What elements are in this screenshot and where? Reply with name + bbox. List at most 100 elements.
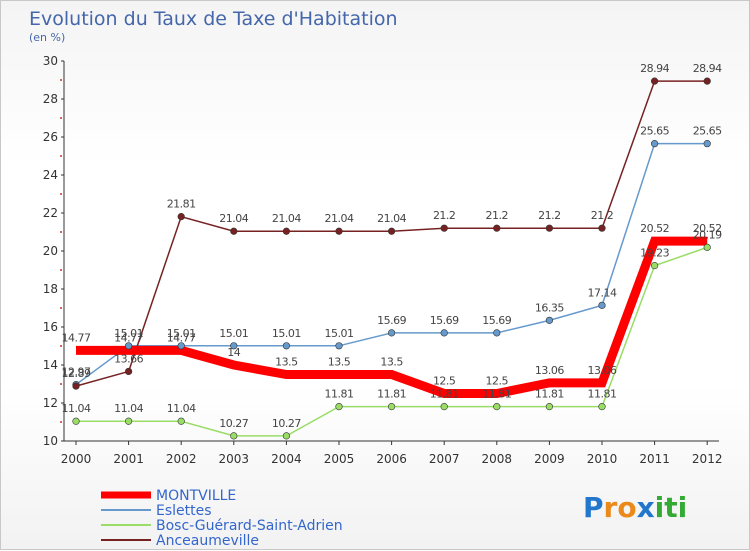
y-tick-label: 24 bbox=[43, 168, 58, 182]
data-label: 13.5 bbox=[380, 356, 403, 369]
data-point bbox=[335, 342, 343, 350]
data-label: 13.06 bbox=[588, 364, 617, 377]
legend: MONTVILLEEslettesBosc-Guérard-Saint-Adri… bbox=[101, 488, 343, 549]
x-tick-label: 2008 bbox=[482, 452, 513, 466]
data-label: 28.94 bbox=[640, 62, 669, 75]
data-label: 15.01 bbox=[272, 327, 301, 340]
data-point bbox=[388, 403, 396, 411]
y-tick-label: 10 bbox=[43, 434, 58, 448]
series-points bbox=[72, 77, 711, 440]
axes: 10 12 14 16 18 20 22 24 26 28 30 2000 2001 2002 2003 20… bbox=[43, 54, 723, 466]
logo-letter: o bbox=[617, 491, 636, 524]
data-label: 20.19 bbox=[693, 228, 722, 241]
data-point bbox=[72, 382, 80, 390]
legend-label: Eslettes bbox=[156, 503, 212, 519]
data-labels: 14.77 14.77 14.77 14 13.5 13.5 13.5 12.5 12.5 13.… bbox=[62, 62, 723, 430]
data-label: 11.81 bbox=[377, 388, 406, 401]
x-tick-label: 2003 bbox=[219, 452, 250, 466]
data-point bbox=[703, 243, 711, 251]
data-label: 15.01 bbox=[114, 327, 143, 340]
data-point bbox=[230, 342, 238, 350]
y-tick-label: 28 bbox=[43, 92, 58, 106]
data-point bbox=[545, 316, 554, 324]
data-label: 11.81 bbox=[482, 388, 511, 401]
data-point bbox=[440, 224, 448, 232]
logo-letter: r bbox=[604, 491, 618, 524]
data-point bbox=[72, 417, 80, 425]
data-point bbox=[493, 403, 501, 411]
data-label: 15.01 bbox=[325, 327, 354, 340]
chart-subtitle: (en %) bbox=[29, 31, 65, 44]
x-tick-label: 2005 bbox=[324, 452, 355, 466]
data-label: 13.66 bbox=[114, 352, 143, 365]
y-tick-label: 20 bbox=[43, 244, 58, 258]
data-point bbox=[703, 140, 711, 148]
logo-letter: t bbox=[664, 491, 677, 524]
data-label: 14.77 bbox=[167, 331, 196, 344]
data-point bbox=[335, 403, 343, 411]
data-label: 19.23 bbox=[640, 247, 669, 260]
x-tick-label: 2009 bbox=[534, 452, 565, 466]
data-label: 13.06 bbox=[535, 364, 564, 377]
data-point bbox=[230, 432, 238, 440]
data-label: 28.94 bbox=[693, 62, 722, 75]
y-tick-label: 26 bbox=[43, 130, 58, 144]
data-label: 21.04 bbox=[325, 212, 354, 225]
data-label: 20.52 bbox=[693, 222, 722, 235]
x-tick-label: 2001 bbox=[113, 452, 144, 466]
data-point bbox=[388, 329, 396, 337]
logo-letter: i bbox=[655, 491, 665, 524]
data-point bbox=[650, 262, 659, 270]
data-point bbox=[388, 227, 396, 235]
data-label: 12.89 bbox=[62, 367, 91, 380]
series-lines bbox=[75, 80, 708, 437]
y-tick-label: 18 bbox=[43, 282, 58, 296]
data-label: 11.04 bbox=[167, 402, 196, 415]
data-point bbox=[545, 224, 554, 232]
data-label: 11.04 bbox=[114, 402, 143, 415]
data-label: 12.5 bbox=[433, 375, 456, 388]
data-point bbox=[598, 224, 606, 232]
data-point bbox=[335, 227, 343, 235]
x-tick-label: 2002 bbox=[166, 452, 197, 466]
legend-label: Anceaumeville bbox=[156, 533, 259, 549]
y-tick-label: 14 bbox=[43, 358, 58, 372]
data-label: 21.04 bbox=[377, 212, 406, 225]
data-point bbox=[440, 403, 448, 411]
data-point bbox=[598, 301, 606, 309]
data-label: 21.04 bbox=[219, 212, 248, 225]
data-label: 11.04 bbox=[62, 402, 91, 415]
data-label: 21.04 bbox=[272, 212, 301, 225]
data-label: 14 bbox=[227, 346, 240, 359]
data-point bbox=[545, 403, 554, 411]
data-point bbox=[124, 417, 133, 425]
data-label: 21.81 bbox=[167, 198, 196, 211]
y-tick-label: 22 bbox=[43, 206, 58, 220]
data-label: 15.69 bbox=[377, 314, 406, 327]
chart-title: Evolution du Taux de Taxe d'Habitation bbox=[29, 8, 398, 30]
x-tick-label: 2010 bbox=[587, 452, 618, 466]
legend-label: Bosc-Guérard-Saint-Adrien bbox=[156, 518, 343, 534]
data-label: 11.81 bbox=[325, 388, 354, 401]
x-tick-label: 2012 bbox=[692, 452, 723, 466]
data-label: 11.81 bbox=[535, 388, 564, 401]
x-tick-label: 2004 bbox=[271, 452, 302, 466]
data-point bbox=[177, 213, 185, 221]
logo-letter: P bbox=[583, 491, 604, 524]
data-label: 16.35 bbox=[535, 301, 564, 314]
data-point bbox=[230, 227, 238, 235]
data-label: 25.65 bbox=[693, 125, 722, 138]
logo-letter: i bbox=[678, 491, 688, 524]
data-label: 21.2 bbox=[538, 209, 561, 222]
data-point bbox=[440, 329, 448, 337]
data-label: 10.27 bbox=[272, 417, 301, 430]
data-label: 21.2 bbox=[486, 209, 509, 222]
data-label: 25.65 bbox=[640, 125, 669, 138]
data-label: 14.77 bbox=[62, 331, 91, 344]
logo-letter: x bbox=[637, 491, 655, 524]
data-point bbox=[124, 342, 133, 350]
data-label: 21.2 bbox=[433, 209, 456, 222]
x-tick-label: 2006 bbox=[376, 452, 407, 466]
y-tick-label: 12 bbox=[43, 396, 58, 410]
